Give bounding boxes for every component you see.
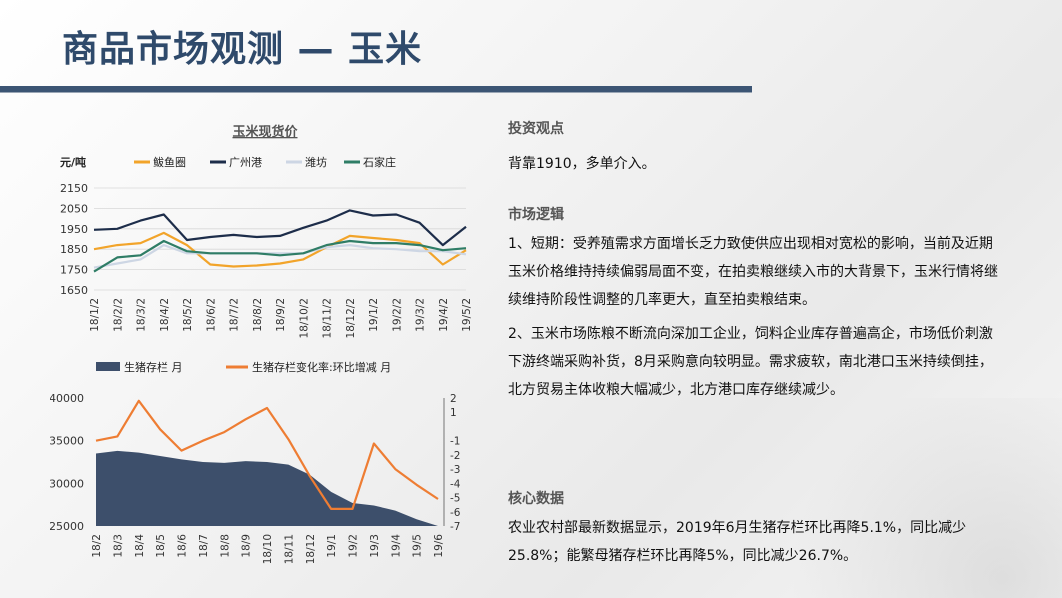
- y-left-tick-label: 25000: [50, 520, 84, 533]
- chart-title: 玉米现货价: [232, 124, 298, 140]
- x-tick-label: 18/8/2: [252, 298, 264, 332]
- x-tick-label: 18/7/2: [229, 298, 241, 332]
- y-right-tick-label: -2: [450, 450, 460, 462]
- x-tick-label: 18/2: [91, 534, 103, 558]
- x-tick-label: 18/4: [134, 534, 146, 558]
- core-data-text: 农业农村部最新数据显示，2019年6月生猪存栏环比再降5.1%，同比减少25.8…: [508, 520, 967, 564]
- y-tick-label: 2150: [60, 182, 88, 195]
- x-tick-label: 18/6: [177, 534, 189, 558]
- hog-change-rate-line: [95, 399, 439, 510]
- hog-inventory-chart: 生猪存栏 月 生猪存栏变化率:环比增减 月 25000 30000 35000 4000…: [50, 360, 461, 564]
- corn-spot-price-chart: 玉米现货价 元/吨 鲅鱼圈 广州港 潍坊 石家庄 1650 1750 1850 1950 20…: [60, 124, 473, 338]
- y-left-tick-label: 30000: [50, 477, 84, 490]
- x-tick-label: 18/11: [283, 534, 295, 564]
- x-tick-label: 18/11/2: [322, 298, 334, 338]
- y-tick-label: 1950: [60, 223, 88, 236]
- x-tick-label: 18/4/2: [159, 298, 171, 332]
- legend-label: 生猪存栏 月: [124, 360, 183, 374]
- y-right-tick-label: -6: [450, 507, 461, 519]
- title-underline-thin: [0, 92, 752, 93]
- y-left-tick-label: 40000: [50, 392, 84, 405]
- legend-swatch: [96, 362, 120, 371]
- y-tick-label: 2050: [60, 202, 88, 215]
- y-tick-label: 1750: [60, 264, 88, 277]
- y-right-tick-label: -5: [450, 493, 460, 505]
- x-tick-label: 19/2: [348, 534, 360, 558]
- y-right-tick-label: 1: [450, 407, 457, 419]
- y-tick-label: 1650: [60, 284, 88, 297]
- market-logic-text: 1、短期：受养殖需求方面增长乏力致使供应出现相对宽松的影响，当前及近期玉米价格维…: [508, 230, 998, 404]
- y-unit-label: 元/吨: [60, 155, 86, 169]
- series-line-2: [93, 244, 467, 269]
- x-tick-label: 18/8: [219, 534, 231, 558]
- y-right-tick-label: -4: [450, 478, 461, 490]
- x-tick-label: 19/3: [369, 534, 381, 558]
- x-tick-label: 19/5: [412, 534, 424, 558]
- x-tick-label: 19/1: [326, 534, 338, 558]
- legend-label: 石家庄: [363, 155, 396, 169]
- y-right-tick-label: -3: [450, 464, 460, 476]
- x-tick-label: 19/1/2: [368, 298, 380, 332]
- hog-inventory-area: [96, 450, 438, 526]
- background-decoration: [762, 398, 1062, 598]
- title-underline: [0, 86, 752, 92]
- x-tick-label: 18/12/2: [345, 298, 357, 338]
- x-tick-label: 18/2/2: [112, 298, 124, 332]
- legend-label: 鲅鱼圈: [153, 155, 186, 169]
- x-tick-label: 18/10: [262, 534, 274, 564]
- x-tick-label: 18/10/2: [298, 298, 310, 338]
- series-line-1: [93, 209, 467, 247]
- y-right-tick-label: -7: [450, 521, 460, 533]
- x-tick-label: 18/7: [198, 534, 210, 558]
- x-tick-label: 19/3/2: [415, 298, 427, 332]
- legend-label: 生猪存栏变化率:环比增减 月: [252, 360, 391, 374]
- x-tick-label: 18/3: [112, 534, 124, 558]
- investment-view-text: 背靠1910，多单介入。: [508, 156, 656, 172]
- series-line-3: [93, 239, 467, 273]
- x-tick-label: 18/12: [305, 534, 317, 564]
- x-tick-label: 18/5: [155, 534, 167, 558]
- legend-label: 广州港: [229, 156, 262, 169]
- x-tick-label: 19/6: [433, 534, 445, 558]
- market-logic-heading: 市场逻辑: [508, 207, 564, 223]
- x-tick-label: 19/4/2: [438, 298, 450, 332]
- x-tick-label: 18/9/2: [275, 298, 287, 332]
- series-line-0: [93, 231, 467, 268]
- y-right-tick-label: -1: [450, 436, 460, 448]
- y-tick-label: 1850: [60, 243, 88, 256]
- y-right-tick-label: 2: [450, 393, 457, 405]
- x-tick-label: 18/5/2: [182, 298, 194, 332]
- x-tick-label: 19/4: [390, 534, 402, 558]
- y-left-tick-label: 35000: [50, 435, 84, 448]
- core-data-heading: 核心数据: [508, 491, 564, 507]
- market-logic-point-2: 2、玉米市场陈粮不断流向深加工企业，饲料企业库存普遍高企，市场低价刺激下游终端采…: [508, 326, 993, 398]
- x-tick-label: 18/6/2: [205, 298, 217, 332]
- x-tick-label: 18/3/2: [136, 298, 148, 332]
- x-tick-label: 19/2/2: [391, 298, 403, 332]
- x-tick-label: 18/1/2: [89, 298, 101, 332]
- x-tick-label: 18/9: [241, 534, 253, 558]
- market-logic-point-1: 1、短期：受养殖需求方面增长乏力致使供应出现相对宽松的影响，当前及近期玉米价格维…: [508, 236, 998, 308]
- x-tick-label: 19/5/2: [461, 298, 473, 332]
- legend-label: 潍坊: [305, 155, 327, 169]
- page-title: 商品市场观测 — 玉米: [62, 29, 423, 70]
- investment-view-heading: 投资观点: [508, 121, 564, 137]
